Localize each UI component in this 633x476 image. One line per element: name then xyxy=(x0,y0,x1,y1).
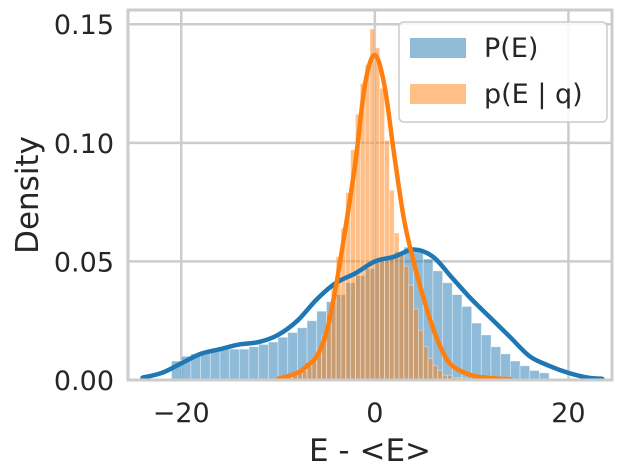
histogram-bar xyxy=(500,353,511,381)
histogram-bar xyxy=(248,346,260,381)
histogram-bar xyxy=(267,341,279,381)
histogram-bar xyxy=(408,284,414,381)
tick-labels: −20 0 20 0.00 0.05 0.10 0.15 xyxy=(54,10,586,429)
histogram-bar xyxy=(417,329,424,381)
x-tick-label: −20 xyxy=(153,398,210,429)
series-1 xyxy=(287,28,468,381)
legend-swatch xyxy=(410,84,466,104)
legend: P(E) p(E | q) xyxy=(398,21,608,123)
axes-border xyxy=(126,8,614,382)
histogram-bar xyxy=(398,253,405,381)
histogram-bar xyxy=(490,346,502,381)
axes-frame xyxy=(126,8,614,382)
histogram-bar xyxy=(413,308,419,381)
histogram-bar xyxy=(519,365,531,381)
histogram-bar xyxy=(369,28,376,381)
histogram-bar xyxy=(238,348,250,381)
histogram-bar xyxy=(427,358,434,381)
histogram-bar xyxy=(379,87,385,381)
y-axis-label: Density xyxy=(10,136,46,254)
y-tick-label: 0.10 xyxy=(54,129,114,160)
histogram-bar xyxy=(258,344,269,381)
x-tick-label: 20 xyxy=(551,398,585,429)
kde-line-0 xyxy=(140,247,605,382)
histogram-bar xyxy=(219,348,231,381)
histogram-bar xyxy=(509,360,521,381)
legend-label: p(E | q) xyxy=(484,79,583,110)
histogram-bar xyxy=(229,348,240,381)
legend-swatch xyxy=(410,38,466,58)
histogram-bar xyxy=(388,189,395,381)
y-tick-label: 0.00 xyxy=(54,366,114,397)
histogram-bar xyxy=(480,334,492,381)
series-layer xyxy=(140,28,605,382)
histogram-bar xyxy=(209,351,221,381)
legend-label: P(E) xyxy=(484,33,538,64)
y-tick-label: 0.05 xyxy=(54,247,114,278)
histogram-bar xyxy=(374,47,381,381)
histogram-bar xyxy=(432,365,439,381)
histogram-bar xyxy=(403,265,410,381)
histogram-bar xyxy=(461,306,473,381)
histogram-bar xyxy=(364,64,371,381)
x-axis-label: E - <E> xyxy=(309,433,431,469)
x-tick-label: 0 xyxy=(366,398,383,429)
histogram-bar xyxy=(422,346,429,381)
histogram-bar xyxy=(200,351,211,381)
kde-line-1 xyxy=(275,52,513,382)
histogram-bar xyxy=(277,336,289,381)
histogram-bar xyxy=(471,322,482,381)
y-tick-label: 0.15 xyxy=(54,10,114,41)
